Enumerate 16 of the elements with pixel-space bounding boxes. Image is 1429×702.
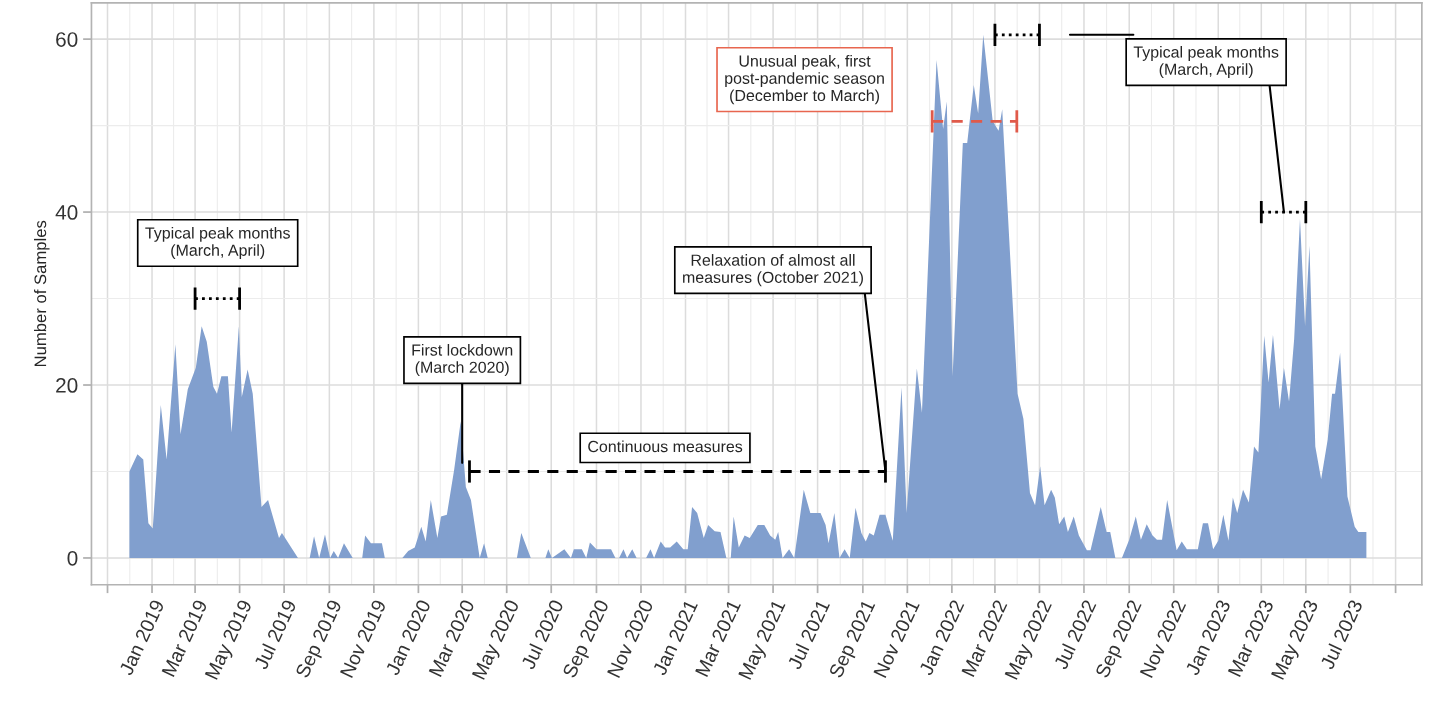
annotation: Typical peak months (March, April) bbox=[1133, 46, 1279, 79]
y-tick-label: 40 bbox=[55, 205, 78, 220]
y-tick-label: 20 bbox=[56, 378, 78, 393]
annotation: Relaxation of almost all measures (October 2021) bbox=[683, 254, 863, 287]
annotation: Continuous measures bbox=[588, 440, 743, 453]
y-tick-label: 60 bbox=[56, 32, 78, 47]
annotation: First lockdown (March 2020) bbox=[412, 344, 513, 377]
y-tick-label: 0 bbox=[67, 550, 78, 566]
x-tick-label: Jul 2019 bbox=[253, 598, 297, 671]
x-tick-label: Jul 2022 bbox=[1053, 598, 1097, 671]
x-tick-label: Jul 2021 bbox=[786, 598, 831, 671]
annotation: Unusual peak, first post-pandemic season (December to March) bbox=[725, 54, 884, 105]
x-tick-label: Jul 2020 bbox=[520, 598, 564, 671]
x-tick-label: Jul 2023 bbox=[1319, 598, 1363, 671]
y-axis-title: Number of Samples bbox=[34, 220, 50, 367]
annotation: Typical peak months (March, April) bbox=[145, 226, 290, 260]
